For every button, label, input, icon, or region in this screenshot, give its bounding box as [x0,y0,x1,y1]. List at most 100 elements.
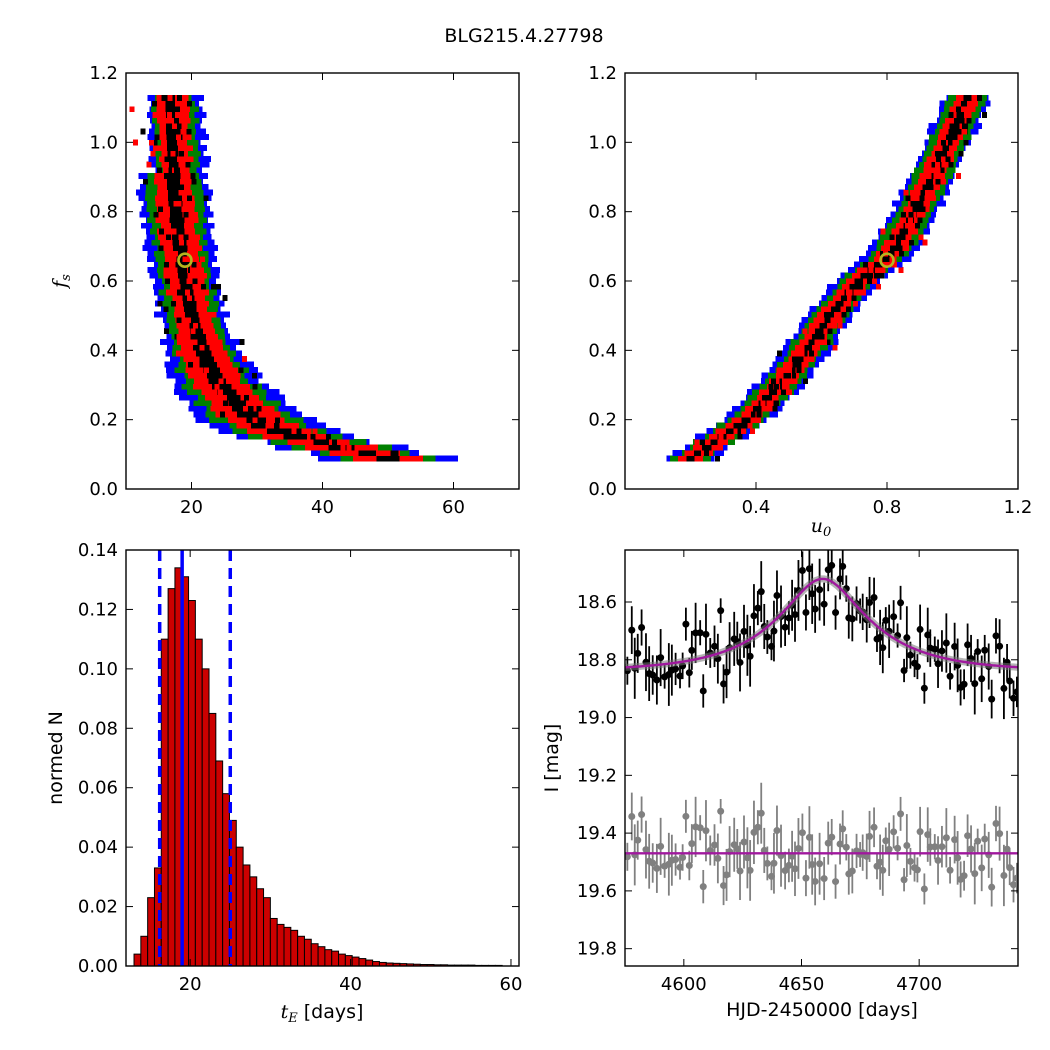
confidence-speckle [928,183,934,190]
confidence-speckle [835,305,841,312]
confidence-speckle [925,189,931,196]
confidence-speckle [202,272,208,279]
confidence-speckle [177,244,183,251]
confidence-speckle [834,317,840,323]
confidence-speckle [244,394,250,401]
confidence-speckle [149,139,155,146]
confidence-speckle [325,433,331,440]
confidence-speckle [243,405,249,412]
confidence-speckle [178,150,184,157]
histogram-bar [160,638,169,967]
data-point [836,575,844,583]
data-point [649,671,657,679]
data-point [903,634,911,642]
confidence-speckle [740,422,746,429]
data-point [696,629,704,637]
confidence-speckle [183,172,189,179]
confidence-speckle [169,206,175,213]
confidence-speckle [211,311,217,318]
confidence-band-cell [187,317,200,323]
residual-point [794,844,802,852]
residual-point [717,807,725,815]
data-point [974,648,982,656]
figure-title: BLG215.4.27798 [444,25,603,47]
confidence-speckle [190,328,196,335]
confidence-speckle [156,189,162,196]
confidence-band-cell [922,183,932,190]
y-tick-label: 0.02 [78,897,118,918]
confidence-speckle [948,111,954,118]
residual-point [820,875,828,883]
confidence-speckle [898,250,904,257]
residual-point [836,840,844,848]
confidence-speckle [948,161,954,168]
data-point [736,658,744,666]
confidence-band-cell [166,183,182,190]
confidence-band-cell [166,134,178,140]
confidence-speckle [132,139,138,146]
histogram-bar [303,938,312,967]
plot-frame [125,549,520,967]
confidence-speckle [187,250,193,257]
residual-point [802,874,810,882]
data-point [1006,677,1014,685]
histogram-bar [235,846,244,967]
x-tick-label: 0.8 [873,497,902,518]
confidence-speckle [861,289,867,296]
residual-point [978,864,986,872]
confidence-speckle [169,106,175,113]
y-tick-label: 18.8 [577,650,617,671]
confidence-speckle [179,239,185,246]
residual-point [832,878,840,886]
residual-point [757,809,765,817]
histogram-bar [222,793,230,967]
confidence-band-cell [896,233,906,240]
x-axis-label-unit: [days] [298,1001,364,1023]
confidence-speckle [701,450,707,457]
residual-point [634,836,642,844]
histogram-bar [215,760,224,967]
residual-point [720,882,728,890]
confidence-speckle [756,411,762,418]
confidence-speckle [904,244,910,251]
data-point [740,627,748,635]
residual-point [770,859,778,867]
confidence-speckle [176,122,182,129]
confidence-speckle [186,128,192,135]
confidence-speckle [172,122,178,129]
confidence-speckle [153,145,159,152]
confidence-speckle [877,267,883,274]
confidence-speckle [365,455,371,462]
residual-point [781,867,789,875]
tE-histogram-panel: 20 40 60 0.00 0.02 0.04 0.06 0.08 0.10 0.12 0.14 tE… [45,540,522,1026]
confidence-speckle [718,433,724,440]
confidence-speckle [908,211,914,218]
data-point [805,565,813,573]
u0-vs-fs-panel: 0.4 0.8 1.2 0.0 0.2 0.4 0.6 0.8 1.0 1.2 u0 [588,63,1032,540]
data-point [820,600,828,608]
confidence-speckle [210,283,216,290]
confidence-speckle [926,172,932,179]
data-point [828,561,836,569]
y-tick-label: 19.6 [577,881,617,902]
residual-point [866,832,874,840]
confidence-speckle [168,117,174,124]
x-axis-label-subscript: 0 [823,525,831,540]
confidence-band-cell [267,427,292,434]
confidence-band-cell [963,95,972,102]
confidence-speckle [836,300,842,307]
confidence-speckle [812,333,818,340]
confidence-speckle [935,161,941,168]
confidence-speckle [163,305,169,312]
confidence-speckle [678,455,684,462]
confidence-speckle [873,272,879,279]
confidence-band-cell [725,427,734,434]
confidence-speckle [269,422,275,429]
data-point [720,680,728,688]
confidence-speckle [213,333,219,340]
confidence-speckle [331,439,337,446]
confidence-speckle [959,117,965,124]
confidence-speckle [264,433,270,440]
histogram-bar [201,668,210,967]
confidence-speckle [792,355,798,362]
